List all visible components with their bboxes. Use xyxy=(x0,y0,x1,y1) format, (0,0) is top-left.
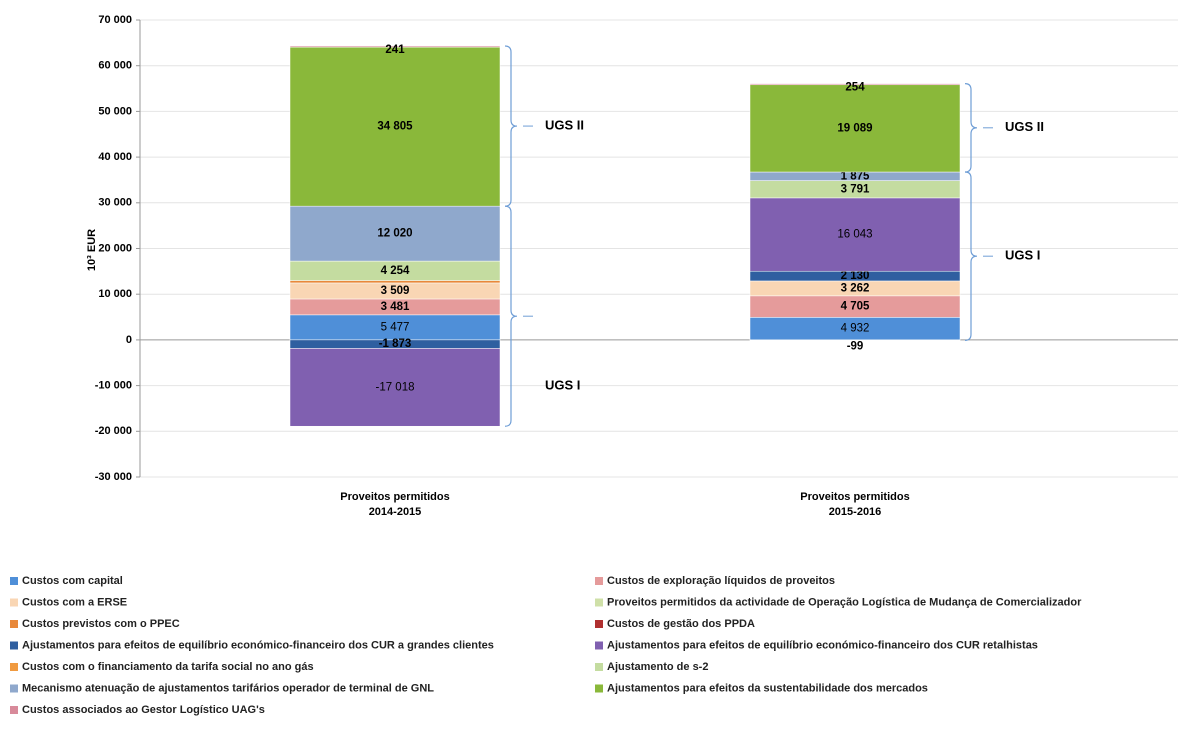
y-tick-label: -20 000 xyxy=(95,425,132,437)
data-label: 12 020 xyxy=(377,228,412,240)
legend-swatch xyxy=(10,577,18,585)
bar-segment xyxy=(749,197,961,272)
x-tick-label: Proveitos permitidos 2015-2016 xyxy=(800,491,909,518)
legend-label: Custos previstos com o PPEC xyxy=(22,618,180,630)
data-label: 34 805 xyxy=(377,121,413,133)
bracket-ugs1 xyxy=(964,171,978,341)
bar-segment xyxy=(289,314,501,341)
data-label: 4 705 xyxy=(841,301,870,313)
bracket-ugs2 xyxy=(504,45,518,207)
y-tick-label: 70 000 xyxy=(98,14,132,26)
data-label: 4 932 xyxy=(841,323,870,335)
data-label: 3 791 xyxy=(841,183,870,195)
x-tick-line: 2015-2016 xyxy=(829,506,882,518)
legend-label: Custos com a ERSE xyxy=(22,596,127,608)
annotation: UGS II xyxy=(1005,119,1044,134)
x-tick-line: 2014-2015 xyxy=(369,506,422,518)
bracket-ugs2 xyxy=(964,83,978,173)
legend-swatch xyxy=(595,663,603,671)
legend-label: Ajustamento de s-2 xyxy=(607,661,708,673)
x-tick-line: Proveitos permitidos xyxy=(800,491,909,503)
legend-label: Custos associados ao Gestor Logístico UA… xyxy=(22,704,265,716)
y-tick-label: -30 000 xyxy=(95,471,132,483)
bar-segment xyxy=(289,45,501,48)
data-label: -17 018 xyxy=(375,381,414,393)
legend-label: Ajustamentos para efeitos da sustentabil… xyxy=(607,682,928,694)
legend-label: Mecanismo atenuação de ajustamentos tari… xyxy=(22,682,434,694)
y-tick-label: 50 000 xyxy=(98,105,132,117)
legend-label: Ajustamentos para efeitos de equilíbrio … xyxy=(607,639,1038,651)
legend-label: Custos com o financiamento da tarifa soc… xyxy=(22,661,314,673)
legend-swatch xyxy=(595,598,603,607)
legend-label: Custos de exploração líquidos de proveit… xyxy=(607,575,835,587)
legend-swatch xyxy=(10,598,18,607)
legend-swatch xyxy=(10,641,18,650)
data-label: 4 254 xyxy=(381,265,410,277)
y-tick-label: 40 000 xyxy=(98,151,132,163)
bar-segment xyxy=(289,348,501,427)
bar-segment xyxy=(749,339,961,341)
data-label: 5 477 xyxy=(381,321,410,333)
legend-swatch xyxy=(595,641,603,650)
bar-segment xyxy=(289,46,501,207)
legend-swatch xyxy=(595,620,603,628)
x-tick-label: Proveitos permitidos 2014-2015 xyxy=(340,491,449,518)
annotation: UGS II xyxy=(545,118,584,133)
y-tick-label: 10 000 xyxy=(98,288,132,300)
data-label: 16 043 xyxy=(837,229,872,241)
bar-segment xyxy=(289,280,501,284)
bar-segment xyxy=(749,84,961,173)
y-tick-label: 60 000 xyxy=(98,60,132,72)
bar-segment xyxy=(289,205,501,262)
data-label: 3 509 xyxy=(381,285,410,297)
data-label: 254 xyxy=(845,82,865,94)
legend-label: Proveitos permitidos da actividade de Op… xyxy=(607,596,1082,608)
y-tick-label: 0 xyxy=(126,334,132,346)
y-tick-label: -10 000 xyxy=(95,380,132,392)
legend-swatch xyxy=(10,684,18,693)
legend-swatch xyxy=(10,620,18,628)
data-label: -1 873 xyxy=(379,338,412,350)
data-label: 241 xyxy=(385,44,405,56)
y-tick-label: 20 000 xyxy=(98,242,132,254)
legend-label: Custos com capital xyxy=(22,575,123,587)
annotation: UGS I xyxy=(545,378,580,393)
legend-label: Ajustamentos para efeitos de equilíbrio … xyxy=(22,639,494,651)
legend-label: Custos de gestão dos PPDA xyxy=(607,618,755,630)
data-label: 19 089 xyxy=(837,122,872,134)
y-tick-label: 30 000 xyxy=(98,197,132,209)
data-label: 1 875 xyxy=(841,170,870,182)
bar-segment xyxy=(749,83,961,86)
bracket-ugs1 xyxy=(504,205,518,427)
data-label: -99 xyxy=(847,340,864,352)
data-label: 3 481 xyxy=(381,301,410,313)
legend-swatch xyxy=(595,577,603,585)
legend-swatch xyxy=(10,663,18,671)
annotation: UGS I xyxy=(1005,248,1040,263)
data-label: 2 130 xyxy=(841,270,870,282)
legend-swatch xyxy=(10,706,18,714)
data-label: 3 262 xyxy=(841,282,870,294)
y-axis-label: 10³ EUR xyxy=(86,229,98,271)
x-tick-line: Proveitos permitidos xyxy=(340,491,449,503)
legend-swatch xyxy=(595,684,603,693)
